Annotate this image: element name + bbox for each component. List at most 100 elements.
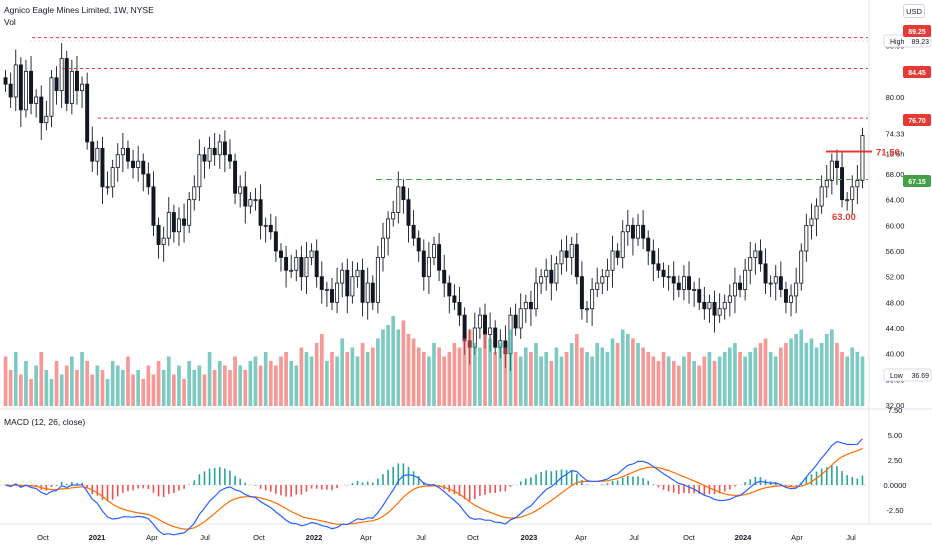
candle-body: [381, 237, 385, 258]
volume-bar: [529, 352, 533, 406]
candle-body: [375, 257, 380, 303]
price-badge: [903, 66, 931, 78]
macd-hist-bar: [392, 466, 394, 485]
volume-bar: [733, 343, 737, 406]
candle-body: [151, 186, 156, 226]
macd-hist-bar: [244, 482, 247, 485]
volume-bar: [386, 325, 390, 406]
candle-body: [95, 147, 100, 162]
candle-body: [212, 147, 217, 156]
price-tick-label: 60.00: [886, 221, 905, 230]
candle-body: [416, 237, 421, 252]
macd-hist-bar: [810, 474, 813, 485]
price-tick-label: 48.00: [886, 298, 905, 307]
candle-body: [335, 282, 340, 303]
macd-hist-bar: [749, 479, 752, 485]
macd-hist-bar: [193, 480, 196, 485]
candle-body: [39, 96, 44, 124]
price-tick-label: 64.00: [886, 196, 905, 205]
candle-body: [783, 289, 788, 303]
macd-hist-bar: [723, 485, 726, 492]
volume-bar: [743, 356, 747, 406]
candle-body: [681, 276, 686, 290]
volume-bar: [207, 352, 212, 406]
volume-bar: [523, 347, 528, 406]
candle-body: [3, 77, 8, 85]
macd-hist-bar: [509, 485, 512, 487]
candle-body: [488, 327, 493, 335]
candle-body: [243, 186, 248, 207]
currency-button[interactable]: USD: [903, 4, 925, 18]
volume-bar: [177, 365, 181, 406]
volume-bar: [319, 334, 324, 406]
candle-body: [136, 160, 141, 168]
volume-bar: [600, 347, 605, 406]
macd-hist-bar: [606, 483, 609, 485]
macd-hist-bar: [269, 485, 272, 492]
volume-bar: [845, 356, 849, 406]
macd-hist-bar: [754, 476, 757, 485]
candle-body: [585, 308, 589, 311]
macd-tick-label: 2.50: [888, 456, 903, 465]
macd-hist-bar: [479, 485, 481, 496]
volume-bar: [768, 352, 773, 406]
price-badge-value: 76.70: [908, 118, 926, 125]
volume-bar: [370, 347, 375, 406]
candle-body: [350, 276, 355, 297]
volume-bar: [182, 379, 186, 406]
volume-bar: [513, 352, 518, 406]
candle-body: [90, 141, 95, 162]
macd-hist-bar: [504, 485, 507, 492]
volume-bar: [54, 361, 59, 406]
volume-bar: [651, 356, 656, 406]
candle-body: [391, 212, 396, 220]
candle-body: [579, 276, 584, 310]
macd-tick-label: 0.0000: [884, 481, 907, 490]
macd-tick-label: -2.50: [886, 506, 903, 515]
time-tick-label: Apr: [575, 533, 587, 542]
volume-bar: [467, 329, 472, 406]
candle-body: [314, 250, 319, 278]
volume-bar: [758, 343, 763, 406]
candle-body: [411, 224, 416, 239]
macd-hist-bar: [275, 485, 277, 494]
price-badge-value: 84.45: [908, 70, 926, 77]
candle-body: [13, 64, 18, 98]
volume-bar: [166, 356, 171, 406]
volume-bar: [437, 347, 441, 406]
macd-hist-bar: [570, 469, 573, 485]
volume-bar: [472, 343, 477, 406]
macd-hist-bar: [361, 482, 364, 485]
candle-body: [523, 301, 528, 310]
candle-body: [437, 244, 442, 271]
macd-hist-bar: [647, 480, 650, 485]
volume-bar: [223, 365, 227, 406]
candle-body: [676, 282, 681, 290]
volume-bar: [712, 361, 717, 406]
candle-body: [600, 276, 605, 284]
volume-bar: [559, 356, 564, 406]
candle-body: [692, 289, 697, 291]
candle-body: [340, 269, 345, 284]
macd-hist-bar: [377, 478, 379, 485]
volume-bar: [493, 352, 498, 406]
candle-body: [29, 70, 34, 104]
candle-body: [641, 224, 646, 239]
candle-body: [778, 276, 783, 290]
candle-body: [421, 250, 426, 278]
candle-body: [625, 224, 630, 233]
candle-body: [809, 218, 814, 226]
time-tick-label: 2021: [89, 533, 106, 542]
candle-body: [289, 269, 294, 272]
volume-bar: [172, 374, 176, 406]
candle-body: [8, 83, 13, 98]
badge-value: 36.69: [911, 373, 929, 380]
macd-hist-bar: [581, 480, 583, 485]
macd-hist-bar: [106, 485, 109, 502]
candle-body: [442, 269, 447, 284]
volume-bar: [80, 352, 84, 406]
volume-bar: [676, 365, 681, 406]
time-tick-label: Apr: [146, 533, 158, 542]
time-tick-label: Oct: [37, 533, 50, 542]
